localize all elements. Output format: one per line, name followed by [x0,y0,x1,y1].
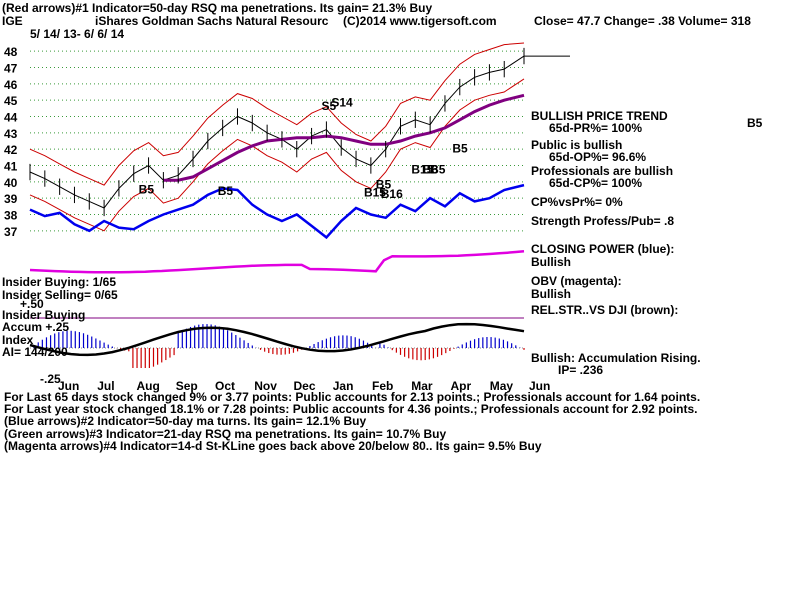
month-tick-label: Aug [137,379,160,393]
signal-b5-right: B5 [747,116,763,130]
month-tick-label: Jun [58,379,79,393]
cp-vs-pr: CP%vsPr%= 0% [531,195,623,209]
price-upper-band-line [29,42,525,186]
y-tick-label: 41 [4,160,18,174]
professionals-state: Professionals are bullish [531,164,674,178]
magenta-arrows-indicator-line: (Magenta arrows)#4 Indicator=14-d St-KLi… [4,439,542,453]
accum-plus-50: +.50 [20,297,44,311]
strength-ratio: Strength Profess/Pub= .8 [531,214,675,228]
op-percent: 65d-OP%= 96.6% [549,150,647,164]
y-tick-label: 47 [4,62,18,76]
signal-label: B5 [376,177,392,191]
month-tick-label: May [490,379,514,393]
signal-label: B5 [218,184,234,198]
ticker-symbol: IGE [2,14,23,28]
accumulation-state: Bullish: Accumulation Rising. [531,351,701,365]
month-tick-label: Mar [411,379,433,393]
accum-minus-25: -.25 [40,372,61,386]
y-tick-label: 45 [4,94,18,108]
month-tick-label: Feb [372,379,393,393]
month-tick-label: Jan [333,379,354,393]
signal-label: B6 [423,163,439,177]
insider-selling: Insider Selling= 0/65 [2,288,118,302]
signal-label: B5 [430,163,446,177]
signal-label: B5 [452,141,468,155]
month-tick-label: Jul [97,379,114,393]
price-lower-band-line [29,78,525,232]
accum-index-label: Index [2,333,34,347]
closing-power-state: Bullish [531,255,572,269]
y-tick-label: 43 [4,127,18,141]
obv-label: OBV (magenta): [531,274,622,288]
y-tick-label: 46 [4,78,18,92]
pr-percent: 65d-PR%= 100% [549,121,643,135]
signal-label: B15 [411,163,433,177]
copyright: (C)2014 www.tigersoft.com [343,14,497,28]
signal-label: B5 [139,182,155,196]
y-tick-label: 44 [4,111,18,125]
month-tick-label: Dec [294,379,316,393]
signal-label: S14 [331,96,353,110]
accum-plus-25: Accum +.25 [2,320,70,334]
cp-percent: 65d-CP%= 100% [549,176,643,190]
y-tick-label: 38 [4,209,18,223]
month-tick-label: Nov [254,379,277,393]
trend-title: BULLISH PRICE TREND [531,109,668,123]
y-tick-label: 40 [4,176,18,190]
month-tick-label: Apr [451,379,472,393]
public-state: Public is bullish [531,138,623,152]
y-tick-label: 42 [4,143,18,157]
y-tick-label: 37 [4,225,18,239]
footer-65-day-change: For Last 65 days stock changed 9% or 3.7… [4,390,701,404]
obv-state: Bullish [531,287,572,301]
y-tick-label: 48 [4,45,18,59]
signal-label: S5 [321,99,336,113]
footer-year-change: For Last year stock changed 18.1% or 7.2… [4,402,698,416]
price-line [29,55,525,209]
y-tick-label: 39 [4,192,18,206]
signal-label: B15 [364,186,386,200]
quote-summary: Close= 47.7 Change= .38 Volume= 318 [534,14,751,28]
month-tick-label: Oct [215,379,235,393]
fund-name: iShares Goldman Sachs Natural Resourc [95,14,329,28]
month-tick-label: Jun [529,379,550,393]
obv-line [29,249,525,274]
signal-label: B16 [381,187,403,201]
closing-power-label: CLOSING POWER (blue): [531,242,675,256]
insider-buying-accum: Insider Buying [2,308,86,322]
relative-strength-line [29,322,525,357]
ai-value: AI= 144/200 [2,345,68,359]
red-arrows-indicator-line: (Red arrows)#1 Indicator=50-day RSQ ma p… [2,1,433,15]
insider-buying: Insider Buying: 1/65 [2,275,117,289]
relative-strength-label: REL.STR..VS DJI (brown): [531,303,679,317]
ip-value: IP= .236 [558,363,604,377]
50-day-ma-line [163,93,525,182]
month-tick-label: Sep [176,379,198,393]
date-range: 5/ 14/ 13- 6/ 6/ 14 [30,27,125,41]
closing-power-line [29,183,525,240]
blue-arrows-indicator-line: (Blue arrows)#2 Indicator=50-day ma turn… [4,414,367,428]
green-arrows-indicator-line: (Green arrows)#3 Indicator=21-day RSQ ma… [4,427,447,441]
